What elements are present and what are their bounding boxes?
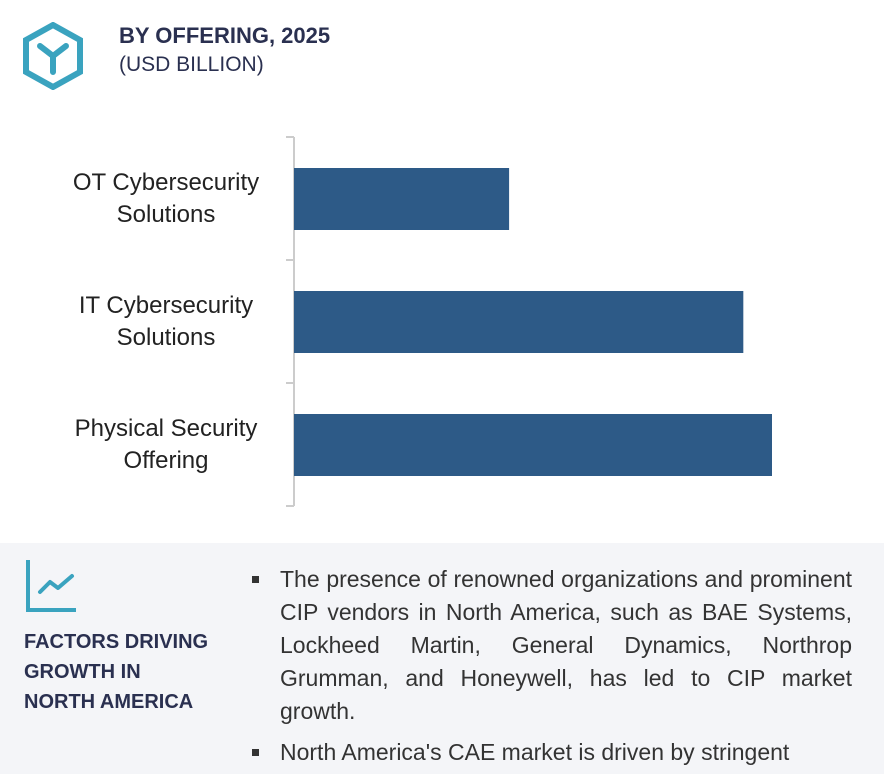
category-label: Physical Security xyxy=(75,415,258,442)
factors-heading: FACTORS DRIVING GROWTH IN NORTH AMERICA xyxy=(24,627,234,717)
hexagon-logo-icon xyxy=(23,22,83,90)
list-item: The presence of renowned organizations a… xyxy=(252,563,852,728)
bar xyxy=(294,414,772,476)
heading-line: NORTH AMERICA xyxy=(24,691,194,713)
category-label: Solutions xyxy=(117,324,216,351)
chart-title: BY OFFERING, 2025 xyxy=(119,23,331,48)
category-label: OT Cybersecurity xyxy=(73,169,259,196)
category-label: Solutions xyxy=(117,201,216,228)
factors-panel: FACTORS DRIVING GROWTH IN NORTH AMERICA … xyxy=(0,543,884,774)
chart-unit: (USD BILLION) xyxy=(119,53,264,76)
factors-list: The presence of renowned organizations a… xyxy=(252,563,852,777)
bar xyxy=(294,291,744,353)
category-label: Offering xyxy=(124,447,209,474)
trend-chart-icon xyxy=(26,560,76,612)
heading-line: GROWTH IN xyxy=(24,661,141,683)
bar xyxy=(294,168,510,230)
heading-line: FACTORS DRIVING xyxy=(24,631,209,653)
category-label: IT Cybersecurity xyxy=(79,292,253,319)
list-item: North America's CAE market is driven by … xyxy=(252,736,852,769)
bar-chart: OT Cybersecurity Solutions IT Cybersecurit… xyxy=(73,136,772,507)
